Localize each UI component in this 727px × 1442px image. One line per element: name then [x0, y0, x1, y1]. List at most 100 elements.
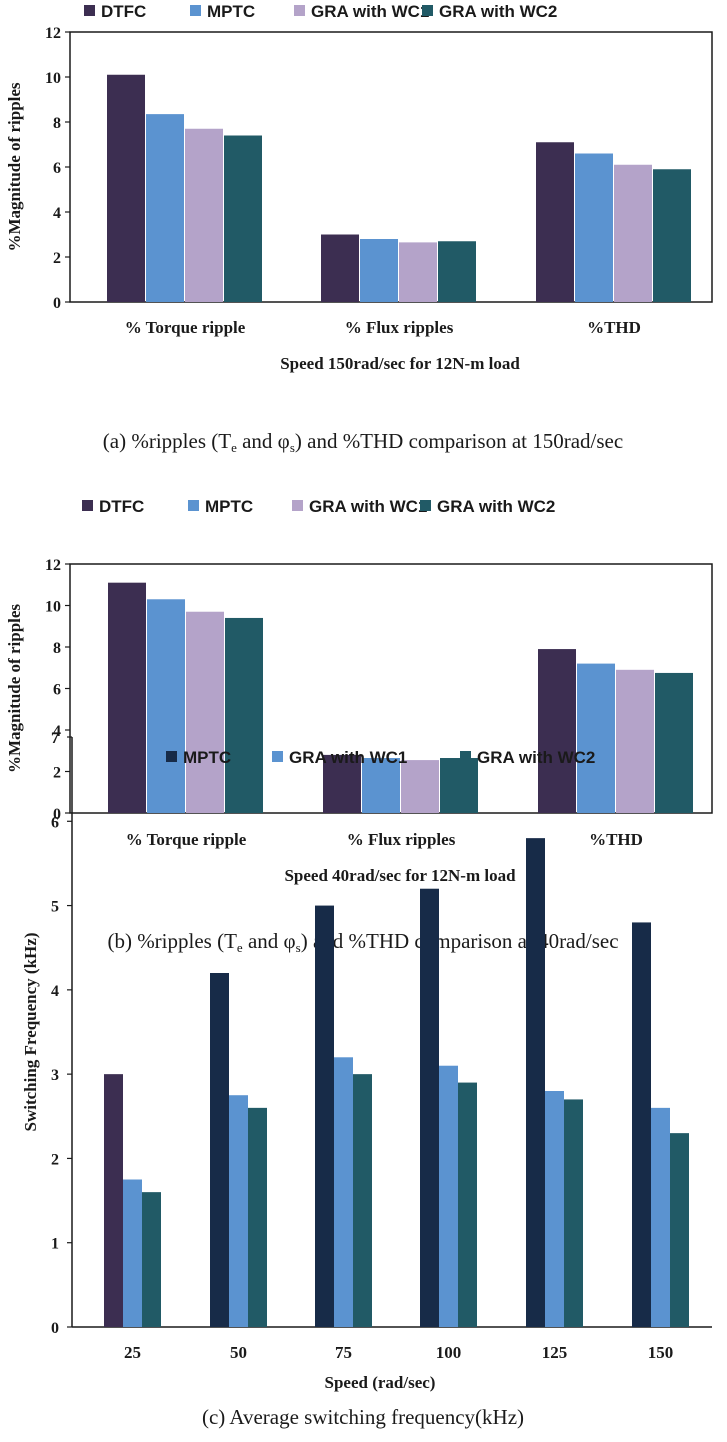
- y-tick-label: 6: [53, 160, 61, 177]
- bar-gra-with-wc1: [399, 242, 437, 302]
- legend-swatch: [272, 751, 283, 762]
- chart-caption: (a) %ripples (Te and φs) and %THD compar…: [103, 429, 623, 455]
- legend-label: DTFC: [99, 497, 144, 516]
- y-tick-label: 0: [51, 1320, 59, 1337]
- legend-label: MPTC: [205, 497, 253, 516]
- bar-dtfc: [107, 74, 145, 302]
- legend-label: GRA with WC1: [311, 2, 429, 21]
- bar-gra-with-wc2: [655, 672, 693, 813]
- bar-mptc: [146, 114, 184, 302]
- legend-swatch: [422, 5, 433, 16]
- x-category-label: 125: [542, 1343, 568, 1362]
- bar-mptc: [104, 1074, 123, 1327]
- chart-caption: (c) Average switching frequency(kHz): [202, 1405, 524, 1429]
- y-tick-label: 7: [51, 730, 59, 747]
- bar-mptc: [526, 838, 545, 1327]
- y-tick-label: 12: [45, 25, 61, 42]
- y-tick-label: 6: [53, 682, 61, 699]
- bar-gra-with-wc1: [614, 164, 652, 302]
- legend-label: MPTC: [207, 2, 255, 21]
- bar-mptc: [147, 599, 185, 813]
- x-category-label: %THD: [587, 318, 641, 337]
- bar-gra-with-wc2: [248, 1107, 267, 1327]
- bar-gra-with-wc2: [438, 241, 476, 302]
- y-tick-label: 2: [51, 1151, 59, 1168]
- caption-subscript: s: [296, 940, 301, 955]
- x-category-label: 50: [230, 1343, 247, 1362]
- caption-subscript: e: [231, 440, 237, 455]
- legend-label: GRA with WC1: [309, 497, 427, 516]
- bar-gra-with-wc2: [670, 1133, 689, 1327]
- caption-text: and φ: [237, 429, 290, 453]
- y-tick-label: 5: [51, 899, 59, 916]
- y-tick-label: 0: [53, 295, 61, 312]
- bar-dtfc: [321, 234, 359, 302]
- y-axis-title: Switching Frequency (kHz): [21, 933, 40, 1132]
- bar-gra-with-wc2: [142, 1192, 161, 1327]
- y-tick-label: 0: [53, 806, 61, 823]
- bar-gra-with-wc2: [224, 135, 262, 302]
- y-tick-label: 3: [51, 1067, 59, 1084]
- legend-swatch: [82, 500, 93, 511]
- y-tick-label: 8: [53, 115, 61, 132]
- x-category-label: 100: [436, 1343, 462, 1362]
- x-category-label: % Flux ripples: [345, 318, 454, 337]
- y-axis-title: %Magnitude of ripples: [5, 82, 24, 251]
- bar-gra-with-wc2: [225, 617, 263, 813]
- legend-swatch: [294, 5, 305, 16]
- bar-gra-with-wc1: [401, 760, 439, 813]
- x-category-label: 75: [335, 1343, 352, 1362]
- y-tick-label: 10: [45, 599, 61, 616]
- bar-gra-with-wc1: [123, 1179, 142, 1327]
- legend-label: GRA with WC2: [439, 2, 557, 21]
- bar-mptc: [575, 153, 613, 302]
- chart-b: 0 2 4 6 8 10 12 % Torque ripple % Flux ripples %T…: [5, 497, 713, 955]
- bar-mptc: [632, 922, 651, 1327]
- bar-mptc: [577, 663, 615, 813]
- bar-dtfc: [538, 649, 576, 813]
- y-tick-label: 12: [45, 557, 61, 574]
- legend-label: MPTC: [183, 748, 231, 767]
- x-axis-title: Speed 40rad/sec for 12N-m load: [284, 866, 516, 885]
- bar-gra-with-wc2: [564, 1099, 583, 1327]
- x-category-label: % Flux ripples: [347, 830, 456, 849]
- y-tick-label: 8: [53, 640, 61, 657]
- bar-dtfc: [536, 142, 574, 302]
- x-axis-title: Speed (rad/sec): [325, 1373, 436, 1392]
- y-tick-label: 4: [51, 983, 59, 1000]
- y-tick-label: 6: [51, 814, 59, 831]
- chart-caption: (b) %ripples (Te and φs) and %THD compar…: [107, 929, 618, 955]
- bar-gra-with-wc1: [616, 669, 654, 813]
- bar-mptc: [362, 758, 400, 813]
- x-category-label: 150: [648, 1343, 674, 1362]
- y-tick-label: 2: [53, 765, 61, 782]
- bar-gra-with-wc2: [353, 1074, 372, 1327]
- legend-label: GRA with WC2: [437, 497, 555, 516]
- caption-text: (c) Average switching frequency(kHz): [202, 1405, 524, 1429]
- caption-subscript: e: [237, 940, 243, 955]
- caption-text: (b) %ripples (T: [107, 929, 237, 953]
- chart-a: 0 2 4 6 8 10 12 % Torque ripple % Flux ripples %T…: [5, 2, 713, 455]
- bar-dtfc: [108, 582, 146, 813]
- bar-gra-with-wc1: [651, 1107, 670, 1327]
- bar-gra-with-wc2: [458, 1082, 477, 1327]
- y-tick-label: 4: [53, 723, 61, 740]
- bar-gra-with-wc1: [439, 1065, 458, 1327]
- y-axis-title: %Magnitude of ripples: [5, 604, 24, 773]
- legend-swatch: [420, 500, 431, 511]
- caption-text: and φ: [243, 929, 296, 953]
- x-category-label: %THD: [589, 830, 643, 849]
- legend-swatch: [166, 751, 177, 762]
- bar-mptc: [210, 973, 229, 1327]
- x-axis-title: Speed 150rad/sec for 12N-m load: [280, 354, 520, 373]
- bar-gra-with-wc2: [440, 758, 478, 813]
- x-category-label: % Torque ripple: [125, 318, 246, 337]
- caption-subscript: s: [290, 440, 295, 455]
- x-category-label: % Torque ripple: [126, 830, 247, 849]
- bar-mptc: [360, 239, 398, 302]
- bar-gra-with-wc1: [186, 611, 224, 813]
- bar-mptc: [315, 905, 334, 1327]
- legend-swatch: [84, 5, 95, 16]
- y-tick-label: 10: [45, 70, 61, 87]
